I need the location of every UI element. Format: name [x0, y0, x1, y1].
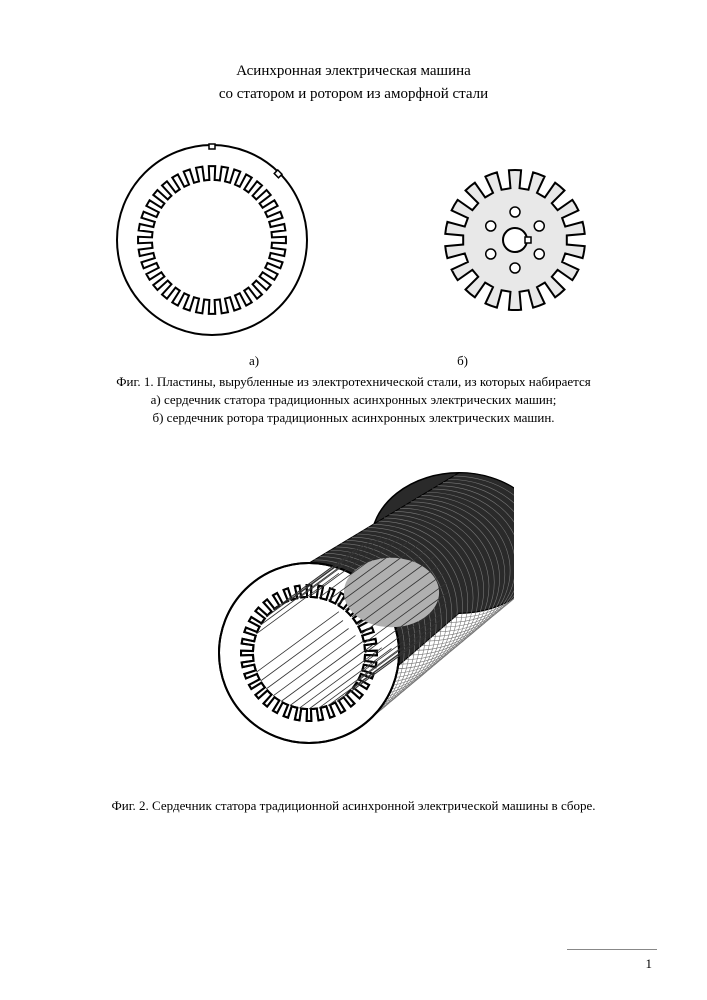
- footer-rule: [567, 949, 657, 950]
- page-number: 1: [646, 956, 653, 972]
- figure-2-caption: Фиг. 2. Сердечник статора традиционной а…: [50, 798, 657, 814]
- label-a: а): [249, 353, 259, 369]
- figure-2-stator-core-assembly: [194, 468, 514, 768]
- figure-1b-rotor-lamination: [430, 155, 600, 325]
- figure-1a-stator-lamination: [107, 135, 317, 345]
- figure-2-wrap: [50, 468, 657, 768]
- figure-1-row: [50, 135, 657, 345]
- document-title: Асинхронная электрическая машина со стат…: [50, 60, 657, 105]
- caption-a: а) сердечник статора традиционных асинхр…: [70, 391, 637, 409]
- caption-main: Фиг. 1. Пластины, вырубленные из электро…: [70, 373, 637, 391]
- caption-b: б) сердечник ротора традиционных асинхро…: [70, 409, 637, 427]
- title-line-1: Асинхронная электрическая машина: [50, 60, 657, 83]
- figure-1-caption: Фиг. 1. Пластины, вырубленные из электро…: [70, 373, 637, 428]
- title-line-2: со статором и ротором из аморфной стали: [50, 83, 657, 106]
- label-b: б): [457, 353, 468, 369]
- figure-1-sublabels: а) б): [50, 353, 657, 369]
